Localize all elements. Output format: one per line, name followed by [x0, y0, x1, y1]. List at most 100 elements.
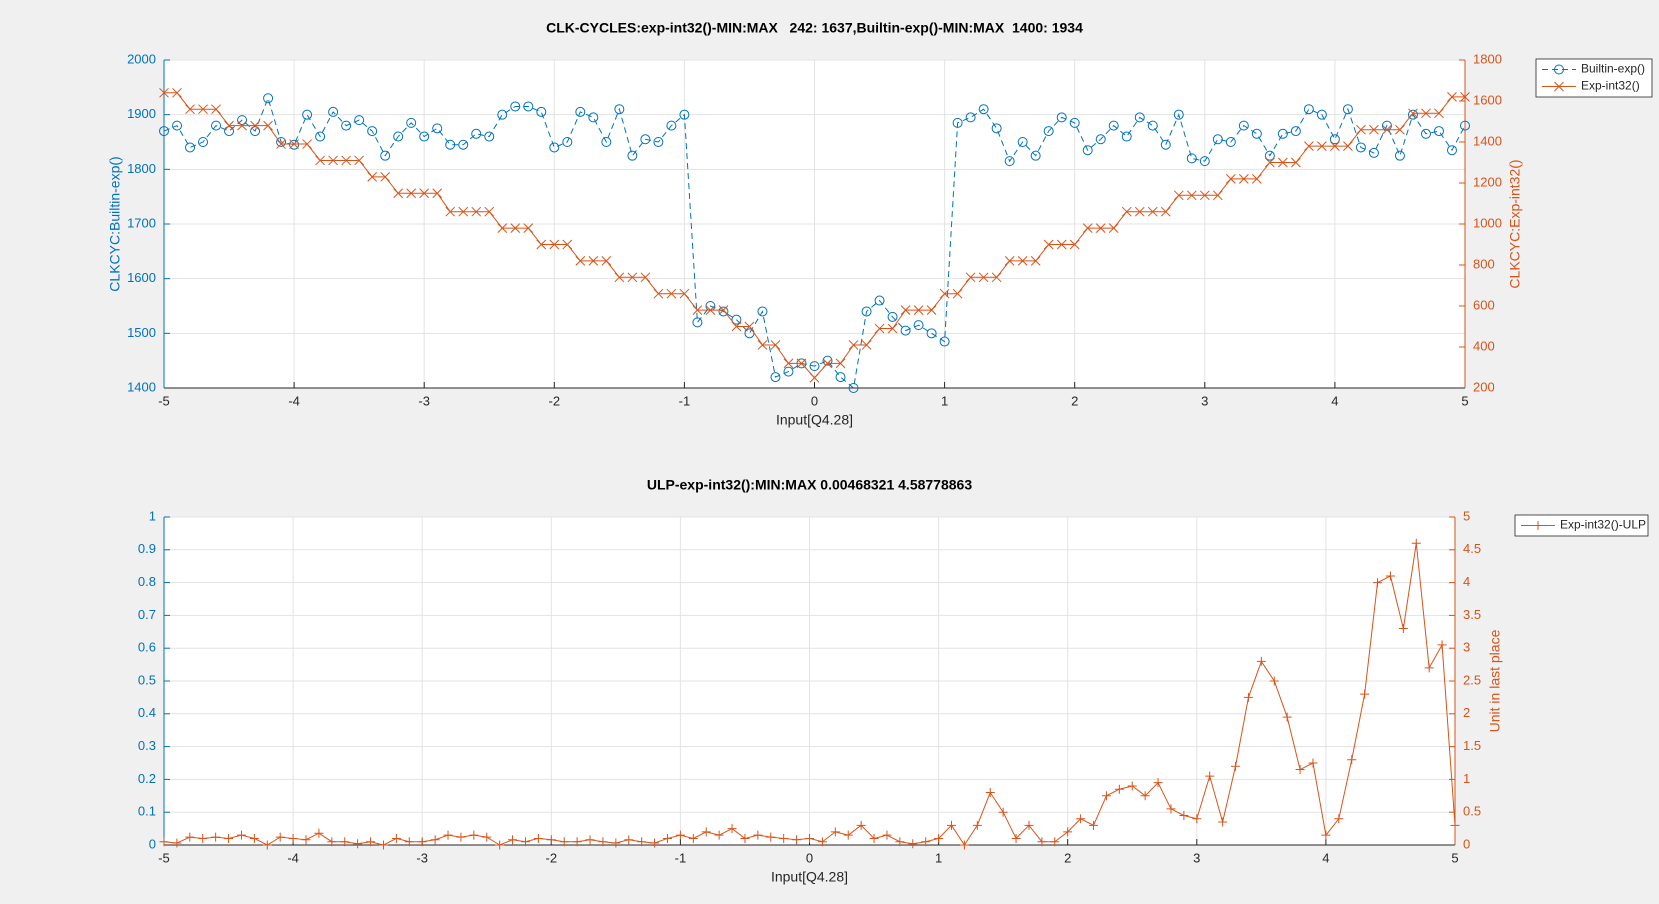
data-marker — [585, 835, 595, 845]
data-marker — [1218, 817, 1228, 827]
data-marker — [1095, 223, 1106, 233]
y2-tick-label: 2.5 — [1463, 672, 1481, 687]
y2-tick-label: 1200 — [1473, 174, 1502, 189]
y-tick-label: 0.6 — [138, 640, 156, 655]
data-marker — [856, 820, 866, 830]
data-marker — [1231, 761, 1241, 771]
data-marker — [783, 366, 794, 377]
data-marker — [965, 112, 976, 123]
data-marker — [1043, 126, 1054, 137]
data-marker — [947, 820, 957, 830]
x-tick-label: -5 — [158, 850, 170, 865]
data-marker — [1199, 156, 1210, 167]
data-marker — [456, 832, 466, 842]
data-marker — [185, 142, 196, 153]
data-marker — [848, 340, 859, 350]
data-marker — [887, 323, 898, 334]
data-marker — [1368, 147, 1379, 158]
data-marker — [998, 807, 1008, 817]
data-marker — [510, 223, 521, 233]
data-marker — [1147, 120, 1158, 131]
data-marker — [650, 838, 660, 848]
data-marker — [497, 109, 508, 120]
data-marker — [1316, 109, 1327, 120]
data-marker — [848, 383, 859, 393]
data-marker — [637, 837, 647, 847]
data-marker — [913, 320, 924, 331]
data-marker — [250, 126, 261, 137]
data-marker — [978, 272, 989, 283]
data-marker — [575, 256, 586, 266]
data-marker — [1282, 712, 1292, 722]
data-marker — [718, 305, 729, 315]
data-marker — [843, 830, 853, 840]
data-marker — [952, 288, 963, 299]
data-marker — [640, 272, 651, 283]
data-marker — [1269, 676, 1279, 686]
data-marker — [1369, 124, 1379, 135]
data-marker — [559, 837, 569, 847]
data-marker — [835, 358, 846, 369]
data-marker — [1121, 131, 1132, 142]
data-marker — [1373, 578, 1383, 588]
data-marker — [701, 827, 711, 837]
data-marker — [1037, 837, 1047, 847]
data-marker — [523, 101, 534, 112]
data-marker — [662, 833, 672, 843]
data-marker — [1205, 771, 1215, 781]
data-marker — [1343, 141, 1353, 151]
data-marker — [1166, 804, 1176, 814]
data-marker — [675, 830, 685, 840]
y2-tick-label: 400 — [1473, 338, 1495, 353]
data-marker — [224, 833, 234, 843]
data-marker — [817, 837, 827, 847]
data-marker — [1446, 145, 1457, 156]
data-marker — [908, 839, 918, 849]
y2-tick-label: 1.5 — [1463, 738, 1481, 753]
data-marker — [991, 123, 1002, 134]
data-marker — [1291, 157, 1301, 168]
y2-tick-label: 800 — [1473, 256, 1495, 271]
data-marker — [1411, 538, 1421, 548]
data-marker — [1408, 108, 1418, 119]
data-marker — [211, 104, 221, 115]
data-marker — [1192, 814, 1202, 824]
data-marker — [783, 358, 794, 369]
data-marker — [666, 120, 677, 131]
data-marker — [1082, 223, 1093, 233]
data-marker — [366, 837, 376, 847]
data-marker — [1030, 150, 1041, 161]
data-marker — [985, 788, 995, 798]
data-marker — [445, 206, 456, 217]
y-tick-label: 0.1 — [138, 804, 156, 819]
data-marker — [508, 835, 518, 845]
data-marker — [1317, 141, 1327, 151]
data-marker — [1394, 150, 1405, 161]
data-marker — [250, 120, 260, 131]
data-marker — [536, 106, 547, 117]
data-marker — [934, 833, 944, 843]
data-marker — [1356, 124, 1366, 135]
data-marker — [757, 306, 768, 317]
x-tick-label: 2 — [1071, 393, 1078, 408]
data-marker — [1385, 571, 1395, 581]
data-marker — [1303, 104, 1314, 115]
data-marker — [1407, 109, 1418, 120]
data-marker — [1050, 837, 1060, 847]
y2-tick-label: 1600 — [1473, 92, 1502, 107]
data-marker — [1017, 137, 1028, 147]
data-marker — [978, 104, 989, 115]
data-marker — [159, 126, 169, 137]
data-marker — [1011, 833, 1021, 843]
data-marker — [1069, 239, 1080, 250]
x-tick-label: 0 — [811, 393, 818, 408]
y2-tick-label: 600 — [1473, 297, 1495, 312]
data-marker — [588, 112, 599, 123]
data-marker — [959, 840, 969, 850]
x-tick-label: -4 — [287, 850, 299, 865]
y2-tick-label: 0.5 — [1463, 804, 1481, 819]
data-marker — [1134, 206, 1145, 217]
data-marker — [1140, 791, 1150, 801]
y-tick-label: 0.7 — [138, 607, 156, 622]
data-marker — [874, 323, 885, 334]
